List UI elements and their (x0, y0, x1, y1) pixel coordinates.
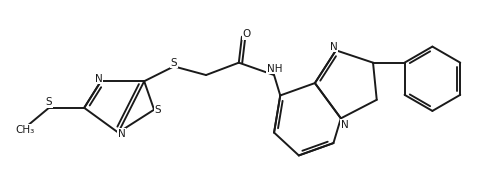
Text: N: N (118, 129, 126, 139)
Text: S: S (46, 97, 52, 107)
Text: S: S (171, 58, 177, 68)
Text: N: N (95, 74, 102, 84)
Text: N: N (341, 120, 348, 130)
Text: O: O (243, 29, 251, 39)
Text: N: N (330, 42, 337, 52)
Text: CH₃: CH₃ (16, 125, 35, 135)
Text: NH: NH (267, 64, 282, 74)
Text: S: S (154, 105, 161, 115)
